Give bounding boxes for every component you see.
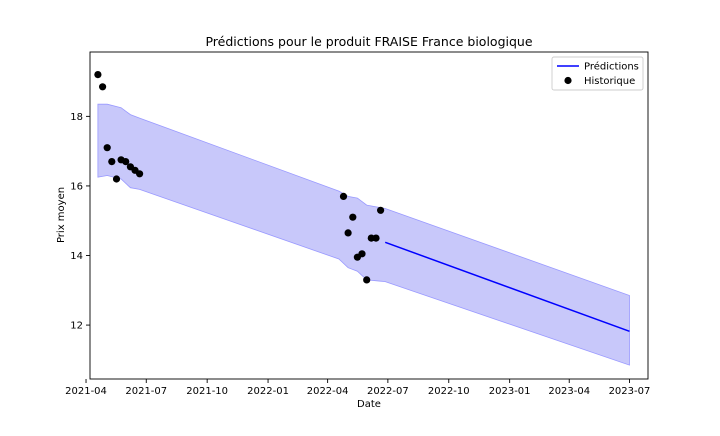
history-point — [358, 250, 366, 258]
plot-frame — [89, 51, 649, 380]
history-point — [349, 213, 357, 221]
x-tick-label: 2021-07 — [125, 386, 167, 397]
x-tick-label: 2021-10 — [186, 386, 228, 397]
x-tick-label: 2022-01 — [247, 386, 289, 397]
x-tick-label: 2023-04 — [548, 386, 590, 397]
history-point — [99, 83, 107, 91]
x-tick-label: 2023-07 — [609, 386, 651, 397]
history-point — [363, 276, 371, 284]
legend-prediction-label: Prédictions — [584, 61, 639, 73]
x-tick-label: 2022-04 — [307, 386, 349, 397]
history-point — [136, 170, 144, 178]
prediction-line — [384, 241, 630, 333]
history-point — [344, 229, 352, 237]
y-tick-label: 16 — [70, 181, 83, 192]
x-axis-label: Date — [357, 399, 381, 410]
x-axis-ticks: 2021-04 2021-07 2021-10 2022-01 2022-04 2022-… — [65, 379, 650, 397]
history-point — [372, 234, 380, 242]
legend-history-label: Historique — [584, 76, 635, 87]
history-points-layer — [94, 71, 385, 284]
x-tick-label: 2021-04 — [65, 386, 107, 397]
y-axis-label: Prix moyen — [56, 187, 67, 243]
history-point — [103, 144, 111, 152]
confidence-band-layer — [97, 103, 630, 366]
legend-history-swatch — [564, 76, 572, 85]
x-tick-label: 2022-07 — [367, 386, 409, 397]
history-point — [108, 158, 116, 166]
y-tick-label: 12 — [70, 321, 83, 332]
legend: Prédictions Historique — [551, 56, 644, 91]
confidence-band — [97, 103, 630, 366]
y-tick-label: 14 — [70, 251, 83, 262]
y-tick-label: 18 — [70, 112, 83, 123]
history-point — [122, 158, 130, 166]
history-point — [94, 71, 102, 79]
chart-title: Prédictions pour le produit FRAISE Franc… — [205, 34, 532, 49]
prediction-line-layer — [384, 241, 630, 333]
history-point — [112, 175, 121, 183]
x-tick-label: 2022-10 — [428, 386, 470, 397]
history-point — [377, 206, 385, 214]
y-axis-ticks: 12 14 16 18 — [70, 112, 90, 332]
x-tick-label: 2023-01 — [489, 386, 531, 397]
history-point — [339, 192, 348, 200]
